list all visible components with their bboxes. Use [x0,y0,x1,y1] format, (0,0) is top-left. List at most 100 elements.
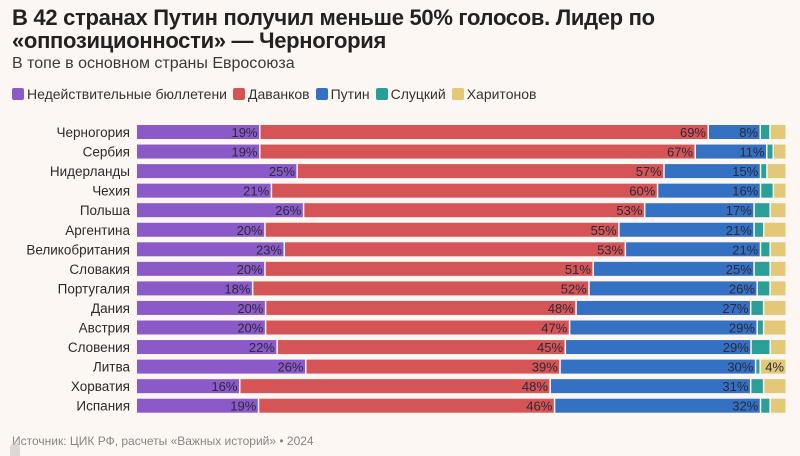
legend-label: Харитонов [466,86,537,102]
category-label: Сербия [83,145,130,160]
category-label: Португалия [58,281,130,296]
data-label: 4% [765,360,784,375]
bar-segment [770,242,786,257]
bar-segment [709,125,760,139]
bar-segment [767,144,773,159]
bar-segment [664,164,760,179]
data-label: 18% [224,281,250,296]
bar-segment [137,340,277,355]
data-label: 8% [739,125,758,140]
bar-segment [751,340,770,355]
bar-segment [764,300,786,315]
data-label: 26% [277,360,303,375]
legend-swatch-invalid [12,88,24,100]
bar-segment [764,379,786,394]
legend-label: Недействительные бюллетени [27,86,228,102]
data-label: 26% [275,203,301,218]
bar-segment [761,398,770,413]
category-label: Литва [93,360,131,375]
data-label: 20% [237,321,263,336]
category-label: Дания [91,301,130,316]
bar-segment [137,222,265,237]
bar-segment [137,300,265,315]
bar-segment [761,183,773,198]
bar-segment [566,340,751,355]
bar-segment [658,183,760,198]
category-label: Великобритания [26,242,130,257]
legend-swatch-putin [315,88,328,100]
data-label: 25% [726,262,752,277]
data-label: 51% [565,262,591,277]
category-label: Хорватия [71,379,130,394]
bar-segment [304,203,644,218]
bar-segment [137,359,306,374]
data-label: 11% [739,145,764,160]
bar-segment [751,379,763,394]
data-label: 20% [237,301,263,316]
bar-segment [761,125,770,139]
chart-subtitle: В топе в основном страны Евросоюза [12,55,295,72]
bar-segment [277,340,565,355]
data-label: 48% [522,379,548,394]
bar-segment [757,320,763,335]
category-label: Австрия [79,321,130,336]
bar-segment [265,261,593,276]
data-label: 52% [561,281,587,296]
bar-segment [761,164,767,179]
data-label: 46% [526,399,552,414]
data-label: 16% [211,379,237,394]
data-label: 23% [256,242,282,257]
bar-segment [757,281,770,296]
bar-segment [137,164,297,179]
category-label: Нидерланды [50,164,130,179]
data-label: 39% [532,360,558,375]
data-label: 31% [722,379,748,394]
data-label: 19% [231,125,257,140]
bar-segment [259,398,554,413]
bar-segment [761,242,770,257]
bar-segment [137,281,252,296]
bar-segment [576,300,750,315]
legend-swatch-kharitonov [451,88,464,100]
category-label: Черногория [57,125,130,140]
bar-segment [265,222,619,237]
bar-segment [137,398,258,413]
bar-segment [285,242,625,257]
data-label: 67% [667,145,693,160]
data-label: 21% [243,184,269,199]
category-label: Чехия [92,184,130,199]
bar-segment [764,222,786,237]
bar-segment [770,281,786,296]
bar-segment [570,320,757,335]
bar-segment [272,183,657,198]
bar-segment [754,261,770,276]
bar-segment [751,300,763,315]
bar-segment [137,242,284,257]
bar-segment [774,183,786,198]
data-label: 29% [729,321,755,336]
legend-item: Недействительные бюллетени [12,86,227,102]
data-label: 21% [726,223,752,238]
bar-segment [137,261,265,276]
logo-icon [10,442,20,456]
data-label: 47% [541,321,567,336]
legend-swatch-slutsky [375,88,388,100]
bar-segment [260,125,708,139]
bar-segment [696,144,766,159]
bar-segment [754,222,763,237]
data-label: 48% [548,301,574,316]
bar-segment [137,320,265,335]
data-label: 30% [727,360,753,375]
bar-segment [764,320,786,335]
legend: Недействительные бюллетени Даванков Пути… [12,86,536,102]
bar-segment [253,281,589,296]
data-label: 26% [729,281,755,296]
data-label: 57% [636,164,662,179]
data-label: 16% [732,184,758,199]
bar-segment [767,164,786,179]
legend-item: Путин [315,86,370,102]
category-label: Словакия [69,262,130,277]
data-label: 69% [680,125,706,140]
bar-segment [774,144,786,159]
